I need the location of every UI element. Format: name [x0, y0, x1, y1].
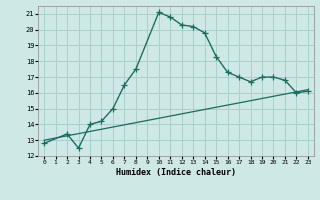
X-axis label: Humidex (Indice chaleur): Humidex (Indice chaleur)	[116, 168, 236, 177]
